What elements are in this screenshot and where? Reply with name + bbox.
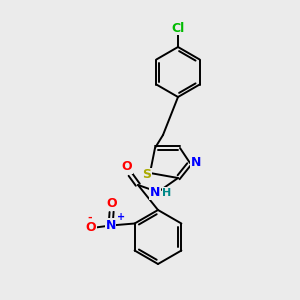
Text: N: N <box>150 187 160 200</box>
Text: H: H <box>162 188 172 198</box>
Text: O: O <box>106 197 117 210</box>
Text: N: N <box>191 157 201 169</box>
Text: -: - <box>88 212 92 223</box>
Text: N: N <box>105 219 116 232</box>
Text: S: S <box>142 169 152 182</box>
Text: O: O <box>122 160 132 173</box>
Text: O: O <box>85 221 96 234</box>
Text: +: + <box>117 212 125 223</box>
Text: Cl: Cl <box>171 22 184 34</box>
